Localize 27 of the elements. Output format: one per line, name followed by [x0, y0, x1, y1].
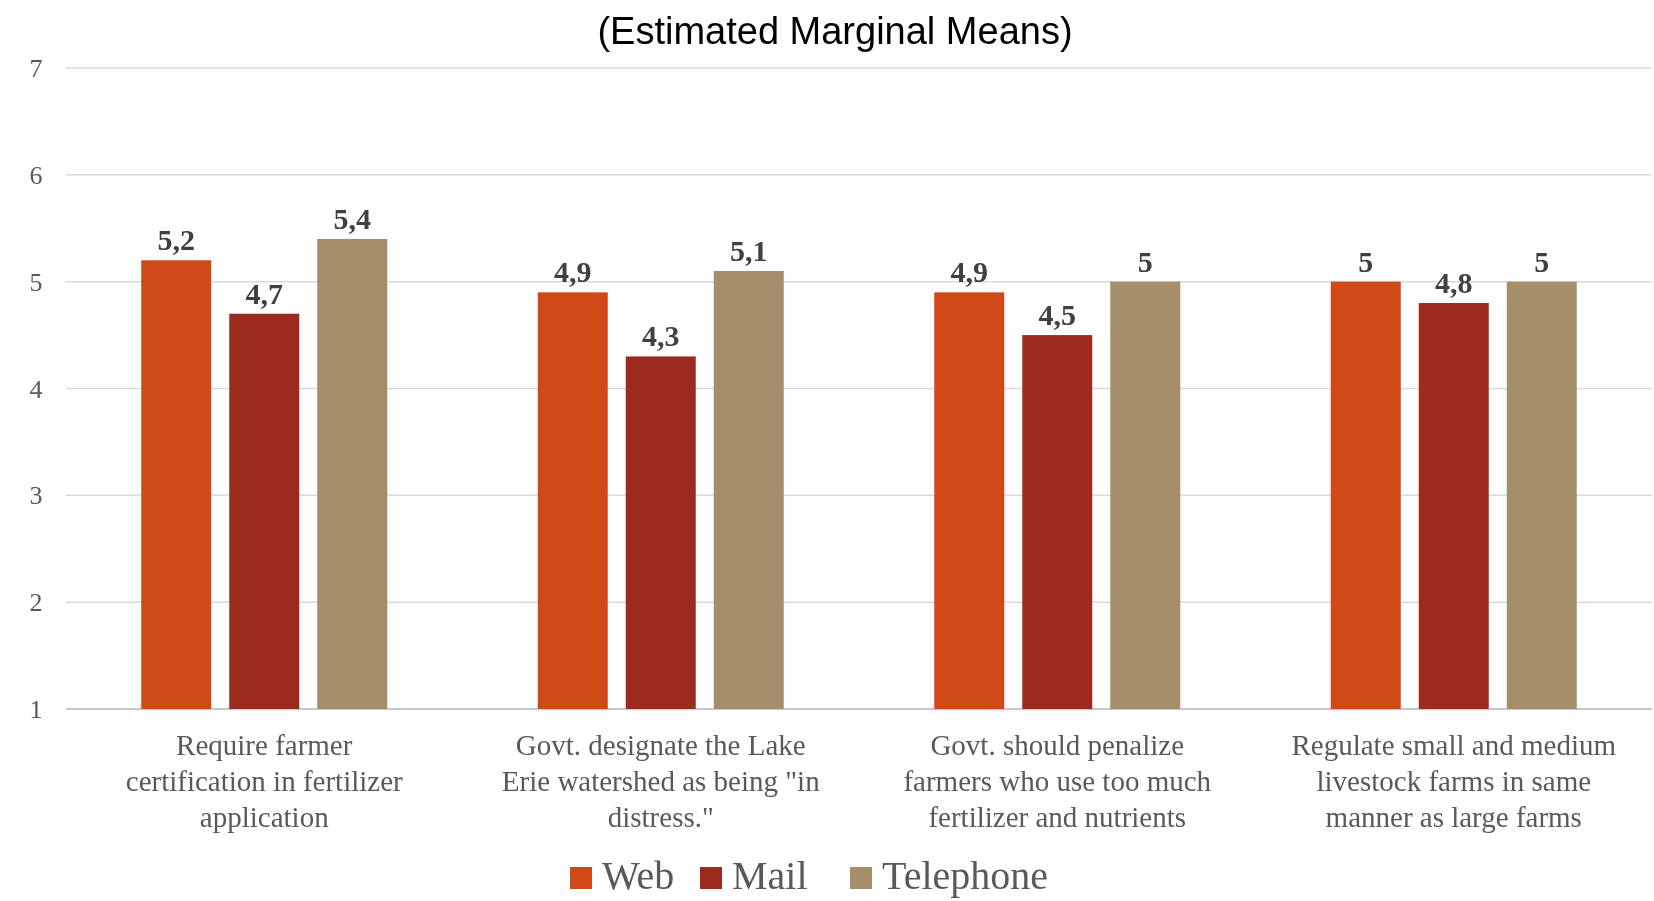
y-tick-label: 2 [29, 588, 43, 618]
x-tick-label: Govt. designate the Lake Erie watershed as being "in distress." [501, 729, 821, 833]
data-label: 5 [1137, 244, 1153, 278]
x-tick-label: Govt. should penalize farmers who use too much fertilizer and nutrients [903, 729, 1212, 833]
chart-title: (Estimated Marginal Means) [597, 10, 1073, 52]
data-label: 4,9 [554, 255, 592, 289]
legend-label: Web [602, 853, 675, 898]
data-label: 5,4 [333, 201, 371, 235]
data-label: 4,5 [1038, 298, 1076, 332]
data-label: 5,2 [157, 223, 195, 257]
y-tick-label: 4 [29, 374, 43, 404]
x-tick-label: Regulate small and medium livestock farms in same manner as large farms [1291, 729, 1617, 833]
data-label: 5 [1534, 244, 1550, 278]
y-tick-label: 7 [29, 54, 43, 84]
data-label: 5,1 [730, 233, 768, 267]
data-label: 4,9 [950, 255, 988, 289]
y-tick-label: 3 [29, 481, 43, 511]
y-tick-label: 1 [29, 695, 43, 725]
y-tick-label: 6 [29, 160, 43, 190]
legend-label: Telephone [882, 853, 1049, 898]
x-tick-label: Require farmer certification in fertilizer application [125, 729, 404, 833]
legend-label: Mail [732, 853, 808, 898]
data-label: 4,3 [642, 319, 680, 353]
y-tick-label: 5 [29, 267, 43, 297]
data-label: 5 [1358, 244, 1374, 278]
data-label: 4,7 [245, 276, 283, 310]
data-label: 4,8 [1435, 266, 1473, 300]
